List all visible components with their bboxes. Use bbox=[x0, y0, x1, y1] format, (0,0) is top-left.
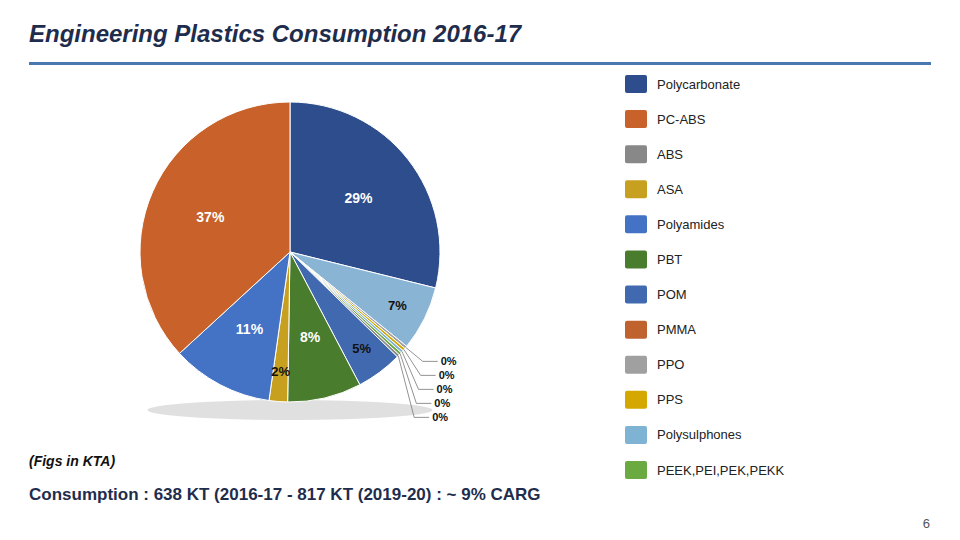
data-label: 0% bbox=[432, 411, 448, 423]
data-label: 0% bbox=[437, 383, 453, 395]
pie-slice bbox=[288, 252, 360, 402]
legend-swatch bbox=[625, 250, 647, 268]
pie-slice bbox=[140, 102, 290, 353]
legend-swatch bbox=[625, 215, 647, 233]
data-label: 29% bbox=[344, 190, 373, 206]
data-label: 7% bbox=[388, 298, 407, 313]
pie-shadow bbox=[148, 400, 433, 420]
legend-label: POM bbox=[657, 287, 687, 302]
data-label: 37% bbox=[196, 209, 225, 225]
annotation: Consumption : 638 KT (2016-17 - 817 KT (… bbox=[29, 485, 541, 504]
label-leader bbox=[400, 354, 431, 404]
legend-label: Polyamides bbox=[657, 217, 725, 232]
chart: Engineering Plastics Consumption 2016-17… bbox=[0, 0, 960, 540]
data-label: 11% bbox=[236, 321, 264, 337]
title: Engineering Plastics Consumption 2016-17 bbox=[29, 20, 523, 47]
label-leader bbox=[398, 356, 429, 418]
legend: Polycarbonate PC-ABS ABS ASA Polyamides PBT PO… bbox=[625, 75, 784, 479]
subtitle: (Figs in KTA) bbox=[29, 453, 115, 469]
slices bbox=[140, 102, 440, 402]
legend-swatch bbox=[625, 461, 647, 479]
data-label: 0% bbox=[434, 397, 450, 409]
data-label: 0% bbox=[441, 355, 457, 367]
legend-swatch bbox=[625, 391, 647, 409]
data-label: 2% bbox=[271, 364, 290, 379]
legend-swatch bbox=[625, 321, 647, 339]
legend-label: PBT bbox=[657, 252, 682, 267]
legend-swatch bbox=[625, 110, 647, 128]
legend-label: Polysulphones bbox=[657, 427, 742, 442]
legend-swatch bbox=[625, 426, 647, 444]
legend-label: PPO bbox=[657, 357, 684, 372]
page-number: 6 bbox=[923, 516, 930, 531]
label-leader bbox=[402, 352, 433, 390]
legend-swatch bbox=[625, 75, 647, 93]
legend-label: ABS bbox=[657, 147, 683, 162]
legend-swatch bbox=[625, 180, 647, 198]
legend-label: Polycarbonate bbox=[657, 77, 740, 92]
label-leader bbox=[404, 350, 436, 376]
legend-label: PMMA bbox=[657, 322, 696, 337]
legend-label: PPS bbox=[657, 392, 683, 407]
legend-label: ASA bbox=[657, 182, 683, 197]
legend-swatch bbox=[625, 356, 647, 374]
legend-swatch bbox=[625, 286, 647, 304]
data-labels: 29% 7% 0% 0% 0% 0% 0% 5% 8% 2% 11% 37% bbox=[196, 190, 457, 423]
data-label: 0% bbox=[439, 369, 455, 381]
legend-label: PEEK,PEI,PEK,PEKK bbox=[657, 463, 784, 478]
legend-label: PC-ABS bbox=[657, 112, 706, 127]
data-label: 5% bbox=[352, 341, 371, 356]
title-rule bbox=[29, 62, 931, 65]
data-label: 8% bbox=[300, 329, 321, 345]
legend-swatch bbox=[625, 145, 647, 163]
